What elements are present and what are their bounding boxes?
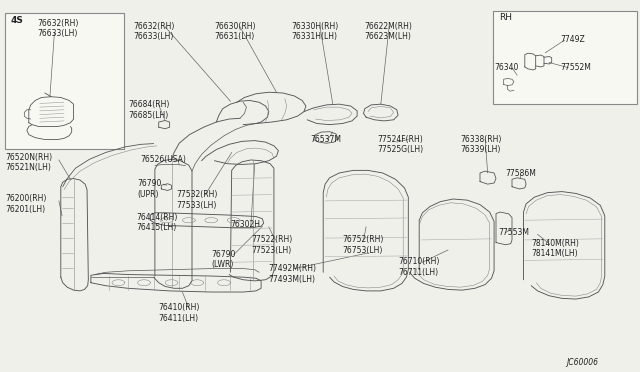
Text: 76752(RH)
76753(LH): 76752(RH) 76753(LH) (342, 235, 384, 254)
Text: 77522(RH)
77523(LH): 77522(RH) 77523(LH) (252, 235, 292, 254)
Text: 76302H: 76302H (230, 220, 260, 229)
Text: 77586M: 77586M (506, 169, 536, 178)
Bar (493, 11, 637, 104)
Text: 76340: 76340 (495, 63, 519, 72)
Text: RH: RH (499, 13, 512, 22)
Bar (5, 13, 124, 149)
Text: 77492M(RH)
77493M(LH): 77492M(RH) 77493M(LH) (269, 264, 317, 283)
Text: 76684(RH)
76685(LH): 76684(RH) 76685(LH) (128, 100, 170, 120)
Text: 76330H(RH)
76331H(LH): 76330H(RH) 76331H(LH) (291, 22, 339, 41)
Text: 76526(USA): 76526(USA) (141, 155, 187, 164)
Text: 76338(RH)
76339(LH): 76338(RH) 76339(LH) (461, 135, 502, 154)
Text: 7749Z: 7749Z (560, 35, 585, 44)
Text: 77553M: 77553M (498, 228, 529, 237)
Text: 78140M(RH)
78141M(LH): 78140M(RH) 78141M(LH) (531, 239, 579, 258)
Text: 76630(RH)
76631(LH): 76630(RH) 76631(LH) (214, 22, 256, 41)
Text: 76520N(RH)
76521N(LH): 76520N(RH) 76521N(LH) (5, 153, 52, 172)
Text: 76790
(UPR): 76790 (UPR) (138, 179, 162, 199)
Text: 76710(RH)
76711(LH): 76710(RH) 76711(LH) (399, 257, 440, 277)
Text: 76632(RH)
76633(LH): 76632(RH) 76633(LH) (133, 22, 175, 41)
Text: 77524F(RH)
77525G(LH): 77524F(RH) 77525G(LH) (378, 135, 424, 154)
Text: 4S: 4S (10, 16, 23, 25)
Text: 76414(RH)
76415(LH): 76414(RH) 76415(LH) (136, 213, 178, 232)
Text: 76537M: 76537M (310, 135, 341, 144)
Text: JC60006: JC60006 (566, 358, 598, 367)
Text: 76632(RH)
76633(LH): 76632(RH) 76633(LH) (37, 19, 79, 38)
Text: 76790
(LWR): 76790 (LWR) (211, 250, 236, 269)
Text: 77552M: 77552M (560, 63, 591, 72)
Text: 76200(RH)
76201(LH): 76200(RH) 76201(LH) (5, 194, 47, 214)
Text: 76622M(RH)
76623M(LH): 76622M(RH) 76623M(LH) (365, 22, 413, 41)
Text: 77532(RH)
77533(LH): 77532(RH) 77533(LH) (176, 190, 218, 210)
Text: 76410(RH)
76411(LH): 76410(RH) 76411(LH) (159, 303, 200, 323)
